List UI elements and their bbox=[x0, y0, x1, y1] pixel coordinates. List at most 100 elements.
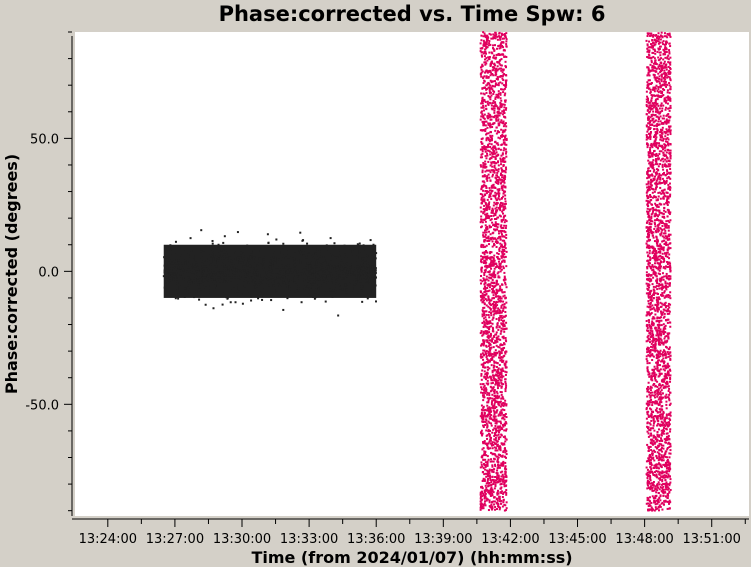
data-point bbox=[214, 260, 217, 263]
data-point bbox=[503, 303, 506, 306]
data-point bbox=[242, 294, 245, 297]
data-point bbox=[490, 379, 493, 382]
data-point bbox=[270, 276, 273, 279]
data-point bbox=[498, 447, 501, 450]
data-point bbox=[500, 58, 503, 61]
data-point bbox=[504, 81, 507, 84]
data-point bbox=[355, 281, 358, 284]
data-point bbox=[498, 195, 501, 198]
data-point bbox=[244, 253, 247, 256]
data-point bbox=[210, 282, 213, 285]
data-point bbox=[504, 247, 507, 250]
data-point bbox=[491, 52, 494, 55]
data-point bbox=[486, 198, 489, 201]
data-point bbox=[235, 284, 238, 287]
data-point bbox=[661, 487, 664, 490]
data-point bbox=[198, 281, 201, 284]
data-point bbox=[485, 469, 488, 472]
data-point bbox=[495, 182, 498, 185]
data-point bbox=[489, 390, 492, 393]
data-point bbox=[282, 266, 285, 269]
data-point bbox=[481, 251, 484, 254]
data-point bbox=[331, 280, 334, 283]
data-point bbox=[483, 285, 486, 288]
data-point bbox=[489, 397, 492, 400]
data-point bbox=[487, 359, 490, 362]
data-point bbox=[482, 117, 485, 120]
data-point bbox=[343, 258, 346, 261]
data-point bbox=[248, 274, 251, 277]
data-point bbox=[491, 356, 494, 359]
data-point bbox=[495, 310, 498, 313]
data-point bbox=[646, 339, 649, 342]
data-point bbox=[494, 266, 497, 269]
data-point bbox=[342, 275, 345, 278]
data-point bbox=[492, 313, 495, 316]
data-point bbox=[495, 325, 498, 328]
data-point bbox=[315, 287, 318, 290]
data-point bbox=[505, 456, 508, 459]
data-point bbox=[331, 254, 334, 257]
data-point bbox=[188, 278, 191, 281]
data-point bbox=[500, 428, 503, 431]
data-point bbox=[503, 325, 506, 328]
data-point bbox=[482, 358, 485, 361]
data-point bbox=[503, 435, 506, 438]
data-point bbox=[500, 119, 503, 122]
data-point bbox=[662, 43, 665, 46]
data-point bbox=[504, 388, 507, 391]
data-point bbox=[480, 201, 483, 204]
data-point bbox=[662, 278, 665, 281]
data-point bbox=[488, 122, 491, 125]
data-point bbox=[659, 41, 662, 44]
data-point bbox=[503, 99, 506, 102]
data-point bbox=[487, 132, 490, 135]
data-point bbox=[288, 268, 291, 271]
data-point bbox=[330, 253, 333, 256]
data-point bbox=[504, 380, 507, 383]
data-point bbox=[659, 499, 662, 502]
data-point bbox=[503, 485, 506, 488]
data-point bbox=[497, 307, 500, 310]
data-point bbox=[173, 263, 176, 266]
data-point bbox=[224, 274, 227, 277]
data-point bbox=[481, 193, 484, 196]
data-point bbox=[483, 181, 486, 184]
data-point bbox=[502, 195, 505, 198]
data-point bbox=[495, 53, 498, 56]
data-point bbox=[191, 279, 194, 282]
data-point bbox=[485, 310, 488, 313]
data-point bbox=[657, 343, 660, 346]
data-point bbox=[291, 280, 294, 283]
data-point bbox=[503, 275, 506, 278]
data-point bbox=[482, 458, 485, 461]
data-point bbox=[497, 477, 500, 480]
data-point bbox=[483, 204, 486, 207]
data-point bbox=[481, 505, 484, 508]
data-point bbox=[227, 282, 230, 285]
data-point bbox=[500, 475, 503, 478]
data-point bbox=[494, 157, 497, 160]
data-point bbox=[481, 256, 484, 259]
data-point bbox=[333, 267, 336, 270]
data-point bbox=[223, 271, 226, 274]
data-point bbox=[659, 120, 662, 123]
data-point bbox=[493, 186, 496, 189]
data-point bbox=[483, 174, 486, 177]
data-point bbox=[352, 269, 355, 272]
data-point bbox=[491, 475, 494, 478]
data-point bbox=[488, 139, 491, 142]
data-point bbox=[503, 115, 506, 118]
data-point bbox=[176, 262, 179, 265]
data-point bbox=[645, 221, 648, 224]
data-point bbox=[493, 389, 496, 392]
data-point bbox=[503, 447, 506, 450]
data-point bbox=[196, 273, 199, 276]
data-point bbox=[247, 256, 250, 259]
data-point bbox=[498, 124, 501, 127]
data-point bbox=[230, 281, 233, 284]
data-point bbox=[485, 145, 488, 148]
data-point bbox=[213, 278, 216, 281]
data-point bbox=[192, 267, 195, 270]
data-point bbox=[184, 262, 187, 265]
